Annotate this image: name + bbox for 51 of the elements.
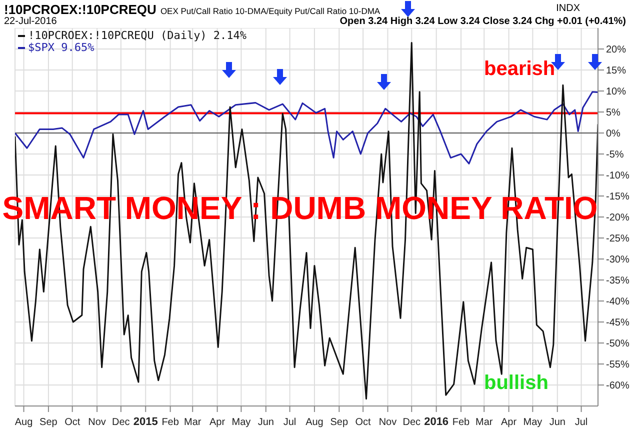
legend-label: $SPX 9.65%: [28, 41, 94, 54]
y-tick-label: -5%: [606, 150, 624, 161]
x-tick-label: Oct: [64, 417, 80, 428]
y-tick-label: -30%: [606, 254, 630, 266]
y-tick-label: -25%: [606, 234, 630, 245]
x-tick-label: May: [523, 417, 542, 428]
x-tick-label: Aug: [14, 417, 33, 428]
text: 22-Jul-2016: [4, 16, 57, 27]
y-tick-label: 0%: [606, 128, 621, 140]
x-tick-label: Feb: [452, 417, 470, 428]
x-tick-label: Mar: [475, 417, 494, 428]
y-tick-label: -15%: [606, 192, 630, 203]
y-tick-label: 20%: [606, 44, 626, 56]
y-tick-label: 10%: [606, 86, 626, 98]
y-tick-label: -35%: [606, 276, 630, 287]
x-tick-label: 2015: [133, 416, 158, 428]
x-tick-label: 2016: [424, 416, 449, 428]
text: INDX: [556, 3, 580, 14]
x-tick-label: Dec: [112, 417, 130, 428]
x-tick-label: Apr: [210, 417, 226, 428]
y-tick-label: -10%: [606, 170, 630, 182]
y-tick-label: -55%: [606, 360, 630, 371]
x-tick-label: Jul: [283, 417, 296, 428]
x-tick-label: Nov: [88, 417, 106, 428]
line-series: [15, 91, 598, 164]
legend-label: !10PCROEX:!10PCREQU (Daily) 2.14%: [28, 29, 247, 42]
x-tick-label: May: [232, 417, 251, 428]
x-tick-label: Mar: [184, 417, 202, 428]
y-tick-label: -40%: [606, 296, 630, 308]
chart-title: !10PCROEX:!10PCREQU: [4, 2, 156, 17]
y-tick-label: -50%: [606, 338, 630, 350]
x-tick-label: Aug: [306, 417, 324, 428]
x-tick-label: Jun: [549, 417, 566, 428]
y-tick-label: 15%: [606, 66, 626, 77]
chart-subtitle: OEX Put/Call Ratio 10-DMA/Equity Put/Call Ratio 10-DMA: [160, 6, 380, 16]
y-tick-label: -20%: [606, 212, 630, 224]
y-tick-label: -45%: [606, 318, 630, 329]
x-tick-label: Jul: [574, 417, 588, 428]
x-tick-label: Feb: [162, 417, 180, 428]
x-tick-label: Sep: [40, 417, 58, 428]
x-tick-label: Oct: [355, 417, 372, 428]
y-tick-label: 5%: [606, 108, 621, 119]
annotation: bearish: [484, 58, 556, 81]
annotation: bullish: [484, 372, 548, 395]
y-tick-label: -60%: [606, 380, 630, 392]
x-tick-label: Jun: [258, 417, 274, 428]
x-tick-label: Sep: [330, 417, 348, 428]
x-tick-label: Apr: [501, 417, 518, 428]
x-tick-label: Nov: [378, 417, 397, 428]
x-tick-label: Dec: [402, 417, 421, 428]
text: Open 3.24 High 3.24 Low 3.24 Close 3.24 Chg +0.01 (+0.41%): [340, 16, 626, 27]
